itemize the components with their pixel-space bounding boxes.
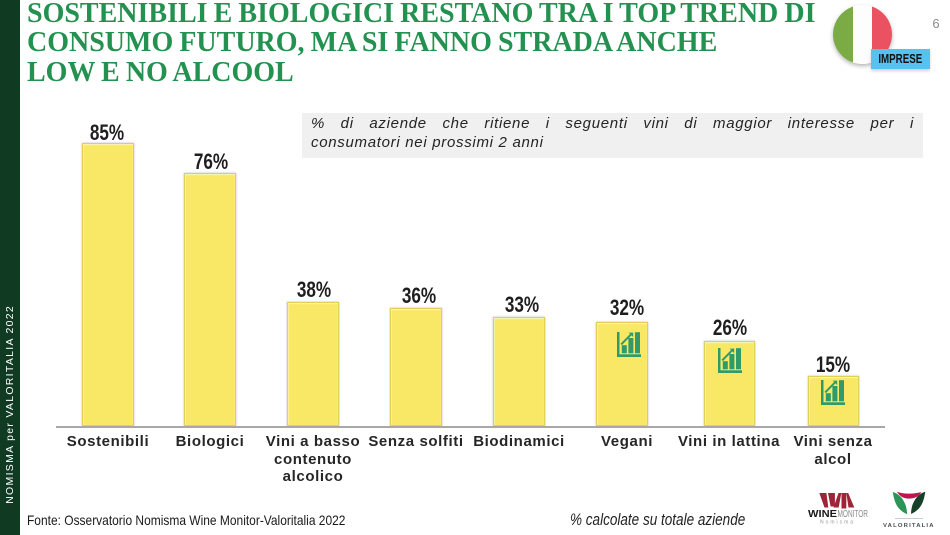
svg-text:WINE: WINE — [808, 509, 837, 520]
svg-text:Nomisma: Nomisma — [820, 520, 855, 526]
svg-text:VALORITALIA: VALORITALIA — [883, 523, 935, 529]
svg-text:MONITOR: MONITOR — [838, 509, 869, 520]
